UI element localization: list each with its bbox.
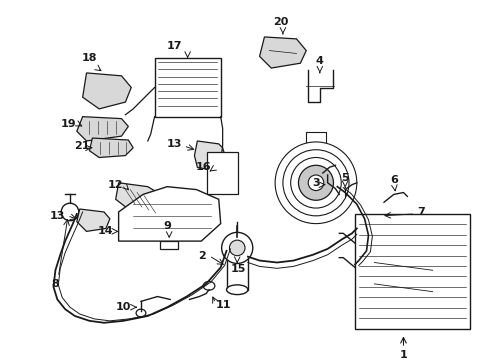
Text: 15: 15 [230,265,246,274]
Polygon shape [90,138,133,158]
Text: 21: 21 [74,141,90,151]
Text: 3: 3 [312,178,320,188]
Polygon shape [119,187,220,241]
Text: 14: 14 [98,226,114,237]
Ellipse shape [226,237,248,249]
Text: 19: 19 [61,120,77,130]
Text: 18: 18 [82,53,97,63]
Text: 4: 4 [316,56,324,66]
Text: 17: 17 [166,41,182,50]
Ellipse shape [203,282,215,290]
Text: 13: 13 [167,139,182,149]
Ellipse shape [136,309,146,317]
Text: 6: 6 [390,175,398,185]
Circle shape [221,232,253,264]
Text: 5: 5 [342,173,349,183]
Polygon shape [83,73,131,109]
Text: 2: 2 [198,251,206,261]
Ellipse shape [226,285,248,294]
Polygon shape [116,183,157,209]
Bar [226,243,248,290]
Text: 12: 12 [108,180,123,190]
Bar [355,214,469,329]
Text: 11: 11 [216,300,231,310]
Circle shape [308,175,324,190]
Bar [207,152,238,194]
Polygon shape [195,141,225,170]
Bar [160,241,178,249]
Text: 10: 10 [116,302,131,312]
Text: 16: 16 [196,162,211,172]
Circle shape [229,240,245,256]
Text: 13: 13 [50,211,65,221]
Text: 9: 9 [163,221,171,231]
Polygon shape [77,117,128,141]
Bar [154,58,220,117]
Text: 8: 8 [51,279,59,289]
Polygon shape [77,209,110,231]
Circle shape [298,165,334,200]
Circle shape [61,203,79,221]
Text: 1: 1 [400,350,407,360]
Text: 20: 20 [273,17,289,27]
Text: 7: 7 [417,207,425,217]
Polygon shape [260,37,306,68]
